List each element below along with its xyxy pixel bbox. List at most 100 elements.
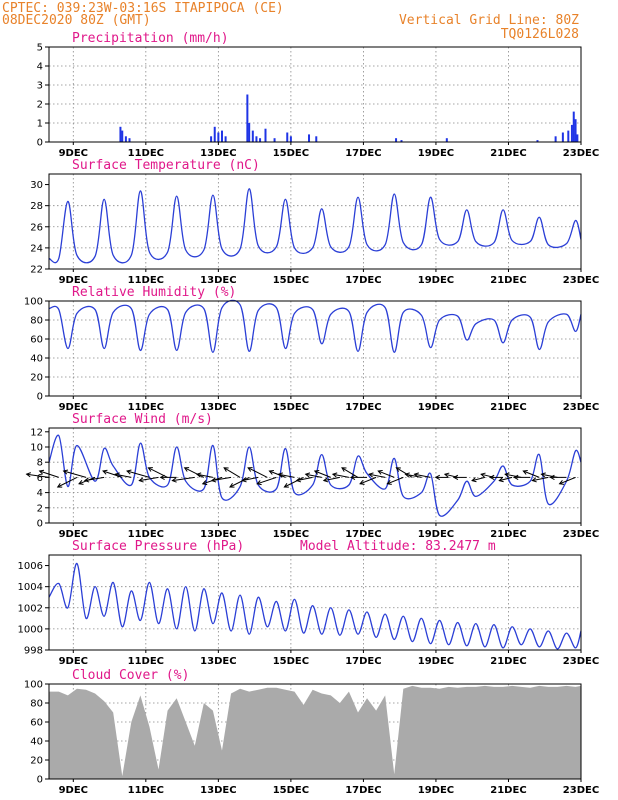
wind-vector-arrow <box>368 472 386 478</box>
wind-vector-arrow <box>471 476 486 483</box>
wind-vector-arrow <box>549 474 567 480</box>
pres-xtick-label: 11DEC <box>128 656 164 667</box>
wind-vector-arrow <box>56 476 78 488</box>
wind-vector-arrow <box>434 474 449 480</box>
cloud-xtick-label: 9DEC <box>59 785 88 796</box>
precip-xtick-label: 21DEC <box>490 148 526 159</box>
temp-title: Surface Temperature (nC) <box>72 158 260 173</box>
wind-xtick-label: 13DEC <box>200 529 236 540</box>
wind-xtick-label: 21DEC <box>490 529 526 540</box>
wind-xtick-label: 9DEC <box>59 529 88 540</box>
temp-ytick-label: 24 <box>30 243 43 254</box>
pres-ytick-label: 1000 <box>18 624 43 635</box>
wind-vector-arrow <box>283 476 304 488</box>
cloud-xtick-label: 17DEC <box>345 785 381 796</box>
wind-vector-arrow <box>159 474 177 480</box>
rh-xtick-label: 23DEC <box>563 402 599 413</box>
wind-vector-arrow <box>489 474 504 480</box>
cloud-xtick-label: 21DEC <box>490 785 526 796</box>
panel-precip: Precipitation (mm/h) 5 4 3 2 1 0 9DEC 11DEC 13DEC… <box>37 31 600 159</box>
wind-vector-arrow <box>504 472 522 478</box>
wind-xtick-label: 11DEC <box>128 529 164 540</box>
wind-vector-arrow <box>540 472 558 478</box>
precip-ytick-label: 0 <box>37 138 43 149</box>
cloud-ytick-label: 0 <box>37 775 43 786</box>
wind-vector-arrow <box>114 472 132 478</box>
precip-bar <box>554 136 557 142</box>
pres-ytick-label: 1004 <box>18 582 43 593</box>
pres-xtick-label: 21DEC <box>490 656 526 667</box>
precip-bar <box>576 134 579 142</box>
precip-ytick-label: 3 <box>37 81 43 92</box>
precip-bar <box>210 136 213 142</box>
cloud-ytick-label: 20 <box>30 756 43 767</box>
cloud-frame <box>48 683 582 780</box>
wind-vector-arrow <box>241 476 259 483</box>
precip-xtick-label: 15DEC <box>273 148 309 159</box>
wind-vector-arrow <box>558 476 576 485</box>
wind-vector-arrow <box>183 467 205 478</box>
precip-bar <box>574 119 577 142</box>
temp-ytick-label: 26 <box>30 222 43 233</box>
wind-vector-arrow <box>304 472 322 478</box>
wind-series-line <box>48 434 582 517</box>
temp-frame <box>48 173 582 270</box>
rh-xtick-label: 15DEC <box>273 402 309 413</box>
wind-vector-arrow <box>147 467 168 478</box>
precip-xtick-label: 17DEC <box>345 148 381 159</box>
rh-xtick-label: 11DEC <box>128 402 164 413</box>
temp-ytick-label: 22 <box>30 265 43 276</box>
temp-xtick-label: 23DEC <box>563 275 599 286</box>
pres-ytick-label: 998 <box>24 646 43 657</box>
rh-series-line <box>48 299 582 353</box>
temp-xtick-label: 11DEC <box>128 275 164 286</box>
rh-ytick-label: 60 <box>30 335 43 346</box>
pres-xtick-label: 23DEC <box>563 656 599 667</box>
temp-series-line <box>48 188 582 264</box>
temp-ytick-label: 28 <box>30 201 43 212</box>
rh-title: Relative Humidity (%) <box>72 285 236 300</box>
wind-xtick-label: 17DEC <box>345 529 381 540</box>
wind-vector-arrow <box>359 476 377 485</box>
panel-pres: Surface Pressure (hPa) Model Altitude: 83… <box>18 539 600 667</box>
wind-xtick-label: 15DEC <box>273 529 309 540</box>
pres-xtick-label: 15DEC <box>273 656 309 667</box>
precip-xtick-label: 11DEC <box>128 148 164 159</box>
precip-xtick-label: 19DEC <box>418 148 454 159</box>
rh-ytick-label: 40 <box>30 354 43 365</box>
wind-vector-arrow <box>513 474 531 480</box>
pres-xtick-label: 19DEC <box>418 656 454 667</box>
wind-vector-arrow <box>395 467 413 478</box>
rh-xtick-label: 21DEC <box>490 402 526 413</box>
wind-vector-arrow <box>210 476 232 483</box>
precip-bar <box>255 136 258 142</box>
wind-vector-arrow <box>247 467 268 478</box>
pres-xtick-label: 17DEC <box>345 656 381 667</box>
precip-ytick-label: 2 <box>37 100 43 111</box>
cloud-xtick-label: 23DEC <box>563 785 599 796</box>
cloud-ytick-label: 40 <box>30 737 43 748</box>
wind-vector-arrow <box>295 476 313 483</box>
rh-ytick-label: 100 <box>24 297 43 308</box>
wind-vector-arrow <box>83 476 105 483</box>
wind-vector-arrow <box>256 476 277 486</box>
precip-bar <box>400 140 403 142</box>
header: CPTEC: 039:23W-03:16S ITAPIPOCA (CE) 08D… <box>2 1 579 42</box>
wind-vector-arrow <box>522 469 540 478</box>
panel-rh: Relative Humidity (%) 100 80 60 40 20 0 9DEC 11D… <box>24 285 599 413</box>
precip-bar <box>536 140 539 142</box>
wind-ytick-label: 8 <box>37 458 43 469</box>
wind-vector-arrow <box>322 476 340 483</box>
panel-cloud: Cloud Cover (%) 100 80 60 40 20 0 9DEC 11DEC 13DE… <box>24 668 599 796</box>
temp-xtick-label: 21DEC <box>490 275 526 286</box>
precip-bar <box>217 132 220 142</box>
precip-xtick-label: 9DEC <box>59 148 88 159</box>
pres-xtick-label: 9DEC <box>59 656 88 667</box>
wind-vector-arrow <box>313 469 331 478</box>
precip-bar <box>128 138 131 142</box>
pres-series-line <box>48 562 582 650</box>
wind-ytick-label: 12 <box>30 427 43 438</box>
rh-frame <box>48 300 582 397</box>
pres-ytick-label: 1006 <box>18 561 43 572</box>
